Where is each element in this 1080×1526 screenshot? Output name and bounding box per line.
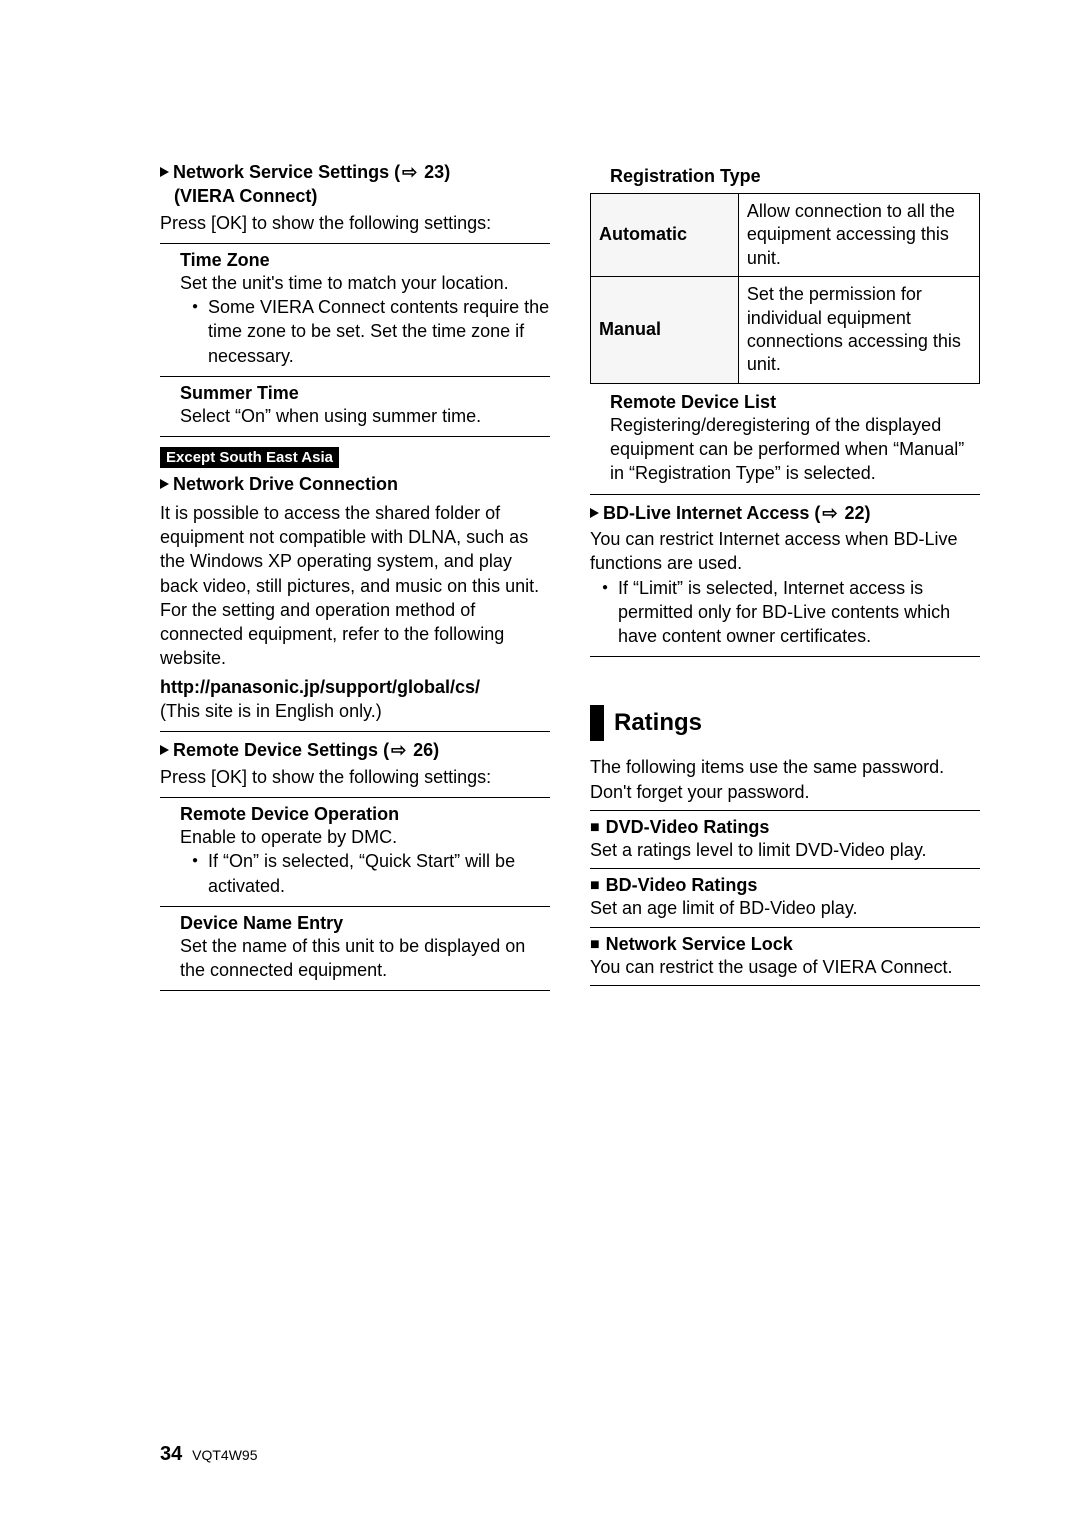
bdlive-title: BD-Live Internet Access ( <box>603 503 820 523</box>
xref-arrow-icon <box>389 740 408 760</box>
divider <box>590 810 980 811</box>
bdlive-bullets: If “Limit” is selected, Internet access … <box>590 576 980 649</box>
bdlive-page-ref: 22) <box>840 503 871 523</box>
ratings-intro2: Don't forget your password. <box>590 780 980 804</box>
divider <box>590 656 980 657</box>
ndc-url: http://panasonic.jp/support/global/cs/ <box>160 675 550 699</box>
remote-device-operation-block: Remote Device Operation Enable to operat… <box>160 804 550 898</box>
bd-live-heading: BD-Live Internet Access ( 22) <box>590 501 980 525</box>
summer-time-block: Summer Time Select “On” when using summe… <box>160 383 550 428</box>
network-service-lock-title: Network Service Lock <box>590 934 980 955</box>
dvd-title-text: DVD-Video Ratings <box>606 817 770 837</box>
bdlive-desc: You can restrict Internet access when BD… <box>590 527 980 576</box>
ndc-note: (This site is in English only.) <box>160 699 550 723</box>
divider <box>590 985 980 986</box>
dne-title: Device Name Entry <box>180 913 550 934</box>
ratings-section-title: Ratings <box>590 705 702 741</box>
divider <box>160 797 550 798</box>
right-column: Registration Type Automatic Allow connec… <box>590 160 980 997</box>
arrow-icon <box>160 162 173 182</box>
except-label-wrap: Except South East Asia <box>160 447 550 470</box>
divider <box>160 731 550 732</box>
xref-arrow-icon <box>820 503 839 523</box>
square-icon <box>590 934 606 954</box>
divider <box>160 906 550 907</box>
rds-title: Remote Device Settings ( <box>173 740 389 760</box>
divider <box>160 436 550 437</box>
time-zone-title: Time Zone <box>180 250 550 271</box>
time-zone-bullets: Some VIERA Connect contents require the … <box>180 295 550 368</box>
square-icon <box>590 875 606 895</box>
remote-device-list-block: Remote Device List Registering/deregiste… <box>590 392 980 486</box>
network-drive-connection-heading: Network Drive Connection <box>160 472 550 496</box>
summer-time-desc: Select “On” when using summer time. <box>180 404 550 428</box>
document-code: VQT4W95 <box>192 1447 257 1463</box>
rdl-desc: Registering/deregistering of the display… <box>610 413 980 486</box>
arrow-icon <box>590 503 603 523</box>
ratings-section-title-wrap: Ratings <box>590 705 980 741</box>
divider <box>590 494 980 495</box>
manual-key: Manual <box>591 277 739 384</box>
divider <box>160 243 550 244</box>
square-icon <box>590 817 606 837</box>
page-number: 34 <box>160 1443 182 1465</box>
time-zone-bullet: Some VIERA Connect contents require the … <box>194 295 550 368</box>
device-name-entry-block: Device Name Entry Set the name of this u… <box>160 913 550 983</box>
two-column-layout: Network Service Settings ( 23) (VIERA Co… <box>160 160 980 997</box>
rdo-bullets: If “On” is selected, “Quick Start” will … <box>180 849 550 898</box>
nsl-title-text: Network Service Lock <box>606 934 793 954</box>
divider <box>160 376 550 377</box>
divider <box>590 868 980 869</box>
automatic-value: Allow connection to all the equipment ac… <box>738 194 979 277</box>
bd-ratings-title: BD-Video Ratings <box>590 875 980 896</box>
registration-type-table: Automatic Allow connection to all the eq… <box>590 193 980 384</box>
ndc-desc: It is possible to access the shared fold… <box>160 501 550 671</box>
xref-arrow-icon <box>400 162 419 182</box>
arrow-icon <box>160 474 173 494</box>
registration-type-title: Registration Type <box>610 166 980 187</box>
network-service-settings-heading: Network Service Settings ( 23) (VIERA Co… <box>160 160 550 209</box>
rdo-desc: Enable to operate by DMC. <box>180 825 550 849</box>
bd-title-text: BD-Video Ratings <box>606 875 758 895</box>
dvd-ratings-desc: Set a ratings level to limit DVD-Video p… <box>590 838 980 862</box>
summer-time-title: Summer Time <box>180 383 550 404</box>
nss-desc: Press [OK] to show the following setting… <box>160 211 550 235</box>
divider <box>160 990 550 991</box>
network-service-lock-desc: You can restrict the usage of VIERA Conn… <box>590 955 980 979</box>
arrow-icon <box>160 740 173 760</box>
dne-desc: Set the name of this unit to be displaye… <box>180 934 550 983</box>
rds-page-ref: 26) <box>408 740 439 760</box>
automatic-key: Automatic <box>591 194 739 277</box>
table-row: Automatic Allow connection to all the eq… <box>591 194 980 277</box>
manual-page: Network Service Settings ( 23) (VIERA Co… <box>0 0 1080 1526</box>
divider <box>590 927 980 928</box>
time-zone-block: Time Zone Set the unit's time to match y… <box>160 250 550 368</box>
rdo-title: Remote Device Operation <box>180 804 550 825</box>
ratings-intro1: The following items use the same passwor… <box>590 755 980 779</box>
rds-desc: Press [OK] to show the following setting… <box>160 765 550 789</box>
nss-title: Network Service Settings ( <box>173 162 400 182</box>
rdl-title: Remote Device List <box>610 392 980 413</box>
remote-device-settings-heading: Remote Device Settings ( 26) <box>160 738 550 762</box>
nss-subtitle: (VIERA Connect) <box>160 186 317 206</box>
rdo-bullet: If “On” is selected, “Quick Start” will … <box>194 849 550 898</box>
bdlive-bullet: If “Limit” is selected, Internet access … <box>604 576 980 649</box>
page-footer: 34 VQT4W95 <box>160 1443 258 1466</box>
dvd-ratings-title: DVD-Video Ratings <box>590 817 980 838</box>
bd-ratings-desc: Set an age limit of BD-Video play. <box>590 896 980 920</box>
table-row: Manual Set the permission for individual… <box>591 277 980 384</box>
time-zone-desc: Set the unit's time to match your locati… <box>180 271 550 295</box>
ndc-title: Network Drive Connection <box>173 474 398 494</box>
except-south-east-asia-label: Except South East Asia <box>160 447 339 468</box>
manual-value: Set the permission for individual equipm… <box>738 277 979 384</box>
registration-type-block: Registration Type <box>590 166 980 187</box>
left-column: Network Service Settings ( 23) (VIERA Co… <box>160 160 550 997</box>
nss-page-ref: 23) <box>419 162 450 182</box>
